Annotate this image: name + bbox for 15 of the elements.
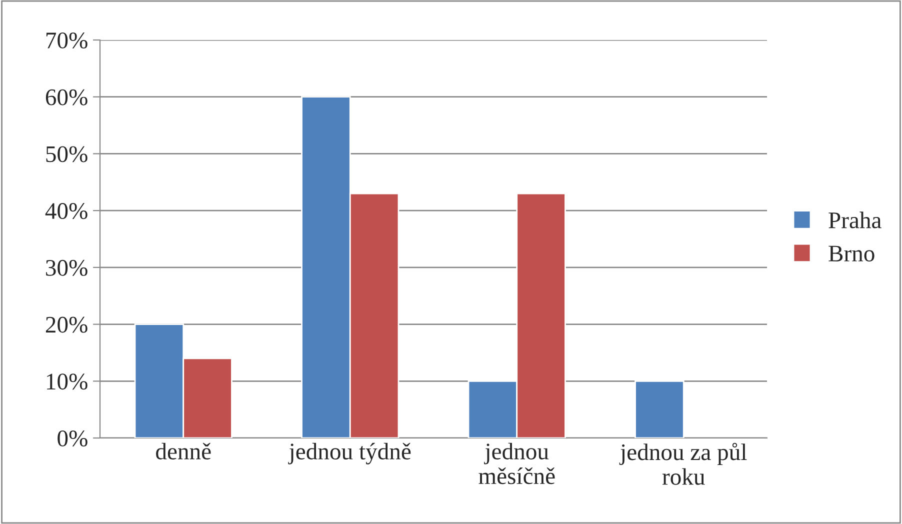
x-tick-label: jednou za půl roku <box>619 442 747 485</box>
y-tick-label: 50% <box>46 146 88 162</box>
y-tick-label: 60% <box>46 89 88 106</box>
y-tick-label: 10% <box>46 374 88 390</box>
bar <box>634 380 684 438</box>
y-tick-label: 40% <box>45 203 88 220</box>
legend-label: Brno <box>828 246 874 262</box>
y-tick-label: 20% <box>46 316 88 333</box>
x-tick-label: jednou měsíčně <box>478 442 555 484</box>
legend-label: Praha <box>828 212 882 228</box>
x-tick-label: jednou týdně <box>288 442 411 464</box>
x-tick-label: denně <box>156 442 211 460</box>
y-tick-label: 30% <box>46 260 88 276</box>
y-tick-label: 0% <box>58 430 88 446</box>
y-tick-label: 70% <box>46 32 88 48</box>
